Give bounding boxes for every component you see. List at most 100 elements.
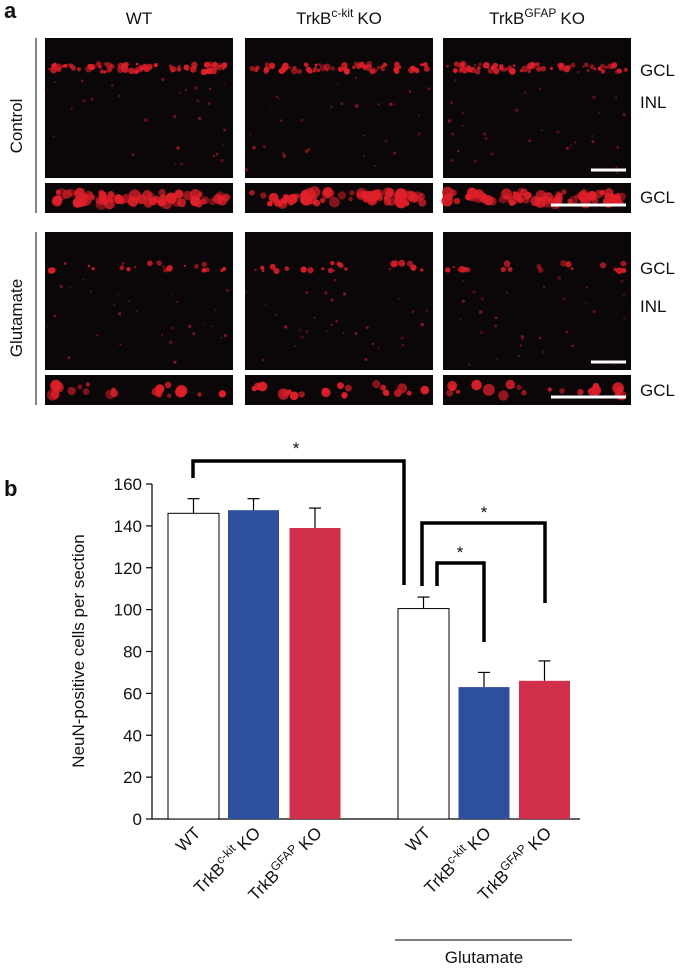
cell — [300, 266, 307, 273]
cell — [519, 344, 522, 347]
y-tick-label: 140 — [114, 517, 142, 536]
column-header: TrkBc-kit KO — [296, 6, 382, 28]
cell — [417, 114, 420, 117]
cell — [490, 65, 496, 70]
cell — [118, 312, 122, 316]
cell — [517, 354, 520, 358]
cell — [421, 63, 424, 67]
cell — [48, 67, 51, 71]
cell — [144, 118, 148, 122]
cell — [128, 67, 135, 75]
cell — [457, 268, 461, 271]
cell — [47, 267, 55, 274]
cell — [615, 96, 618, 99]
cell — [591, 196, 599, 204]
cell — [453, 61, 460, 67]
panel-label: b — [4, 476, 17, 501]
cell — [173, 115, 177, 119]
cell — [218, 390, 227, 398]
cell — [110, 389, 119, 398]
cell — [321, 267, 325, 271]
cell — [380, 65, 384, 68]
cell — [344, 384, 352, 392]
cell — [214, 308, 217, 312]
cell — [248, 189, 255, 196]
cell — [559, 388, 565, 394]
cell — [216, 63, 222, 69]
cell — [330, 298, 334, 302]
cell — [304, 62, 309, 68]
cell — [176, 66, 182, 72]
cell — [506, 65, 513, 72]
cell — [330, 323, 333, 327]
cell — [465, 193, 472, 201]
cell — [220, 336, 223, 339]
cell — [574, 141, 577, 144]
cell — [483, 195, 494, 206]
label-part: KO — [464, 823, 495, 854]
cell — [361, 64, 368, 70]
cell — [623, 317, 626, 320]
cell — [536, 263, 542, 270]
cell — [546, 197, 551, 202]
cell — [171, 293, 173, 296]
cell — [472, 290, 476, 294]
cell — [274, 313, 277, 316]
cell — [278, 68, 285, 75]
cell — [223, 334, 228, 338]
cell — [342, 292, 347, 296]
cell — [215, 152, 219, 156]
cell — [266, 200, 273, 207]
cell — [198, 191, 203, 196]
cell — [223, 128, 226, 132]
cell — [85, 382, 90, 387]
cell — [393, 193, 400, 200]
cell — [282, 152, 286, 156]
cell — [494, 324, 498, 328]
cell — [365, 326, 369, 330]
cell — [393, 66, 400, 73]
cell — [117, 94, 121, 98]
cell — [521, 390, 527, 396]
cell — [472, 191, 485, 203]
cell — [261, 269, 265, 273]
cell — [327, 267, 334, 274]
cell — [383, 197, 392, 206]
cell — [168, 64, 172, 68]
cell — [127, 300, 130, 303]
label-part: KO — [357, 9, 382, 28]
cell — [300, 118, 304, 122]
cell — [450, 159, 454, 163]
cell — [522, 196, 530, 204]
cell — [338, 68, 342, 72]
cell — [281, 196, 289, 205]
layer-label: GCL — [640, 188, 675, 207]
cell — [462, 279, 465, 282]
cell — [374, 164, 376, 167]
cell — [260, 192, 267, 199]
micrograph — [245, 38, 433, 178]
cell — [89, 290, 93, 293]
cell — [599, 262, 607, 269]
cell — [425, 309, 428, 312]
cell — [469, 66, 476, 74]
cell — [463, 266, 469, 272]
cell — [505, 67, 508, 70]
y-axis-label: NeuN-positive cells per section — [69, 534, 88, 767]
cell — [52, 135, 55, 138]
cell — [330, 261, 335, 266]
cell — [113, 303, 116, 306]
cell — [452, 265, 455, 268]
cell — [337, 191, 347, 200]
cell — [284, 325, 288, 329]
cell — [512, 191, 517, 196]
cell — [406, 260, 414, 267]
cell — [210, 68, 217, 75]
cell — [244, 168, 248, 172]
cell — [168, 265, 173, 269]
cell — [461, 66, 469, 74]
cell — [252, 145, 256, 150]
group-label: Glutamate — [445, 948, 523, 967]
cell — [164, 381, 172, 389]
